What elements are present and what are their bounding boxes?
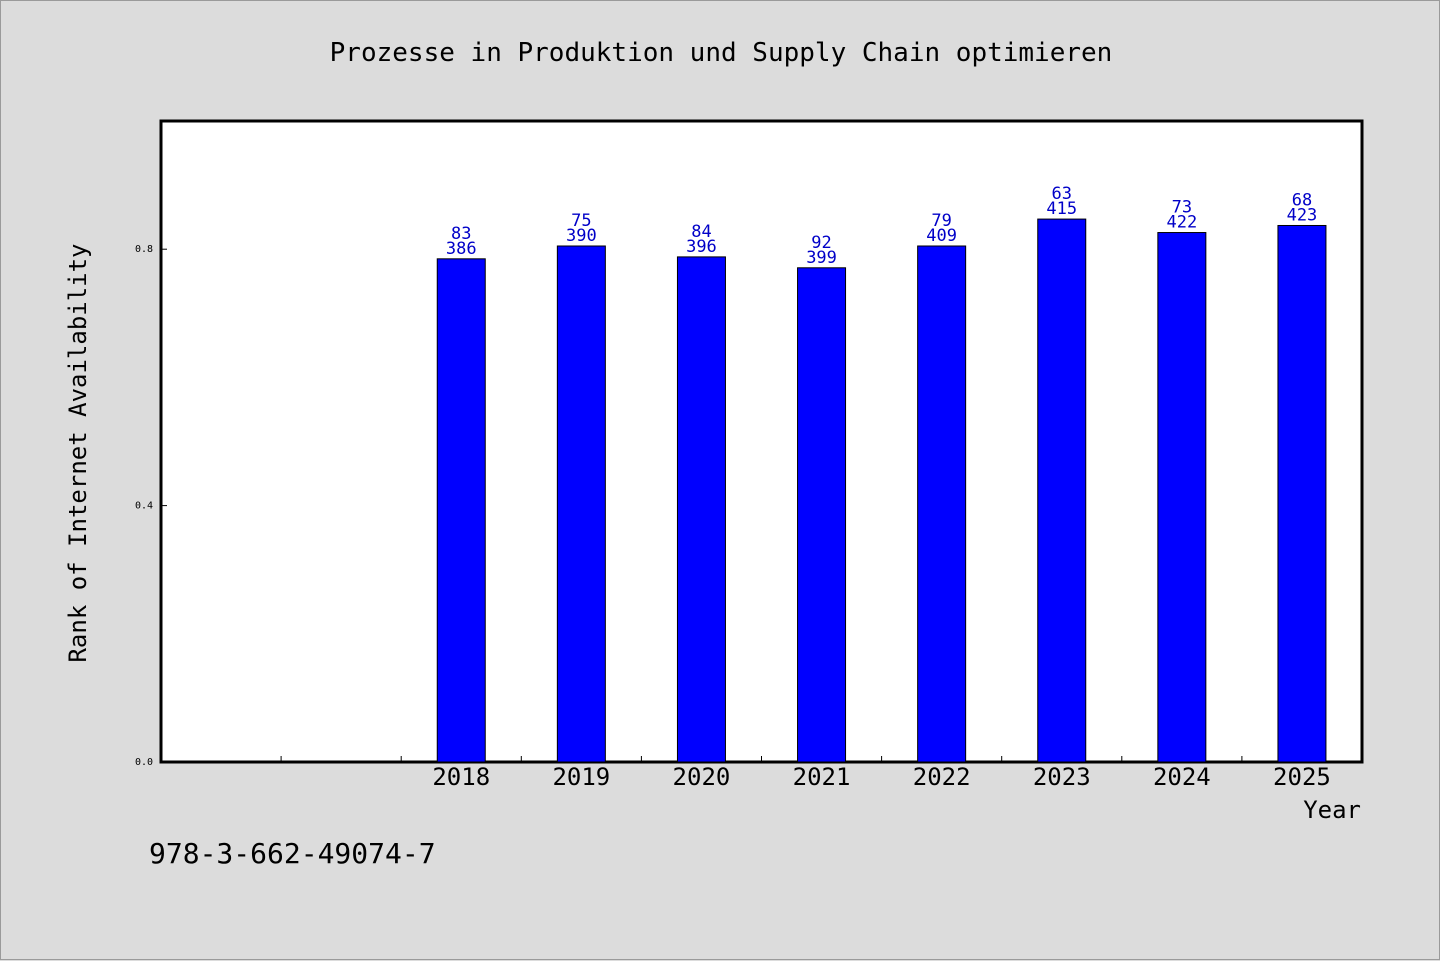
bar-label-top-2019: 75 [571, 211, 591, 231]
x-tick-label: 2019 [552, 763, 610, 791]
x-tick-label: 2020 [673, 763, 731, 791]
bar-label-top-2024: 73 [1172, 198, 1192, 218]
x-tick-label: 2022 [913, 763, 971, 791]
x-tick-label: 2024 [1153, 763, 1211, 791]
y-tick-label: 0.8 [135, 244, 153, 255]
bar-2018 [436, 258, 486, 763]
bar-label-bottom-2025: 423 [1287, 205, 1318, 225]
bar-label-bottom-2020: 396 [686, 237, 717, 257]
y-axis-ticks: 0.0 0.4 0.8 [135, 244, 167, 768]
bar-label-bottom-2023: 415 [1046, 199, 1077, 219]
bar-2019 [556, 245, 606, 763]
x-tick-label: 2025 [1273, 763, 1331, 791]
bar-label-bottom-2024: 422 [1166, 213, 1197, 233]
bar-2023 [1037, 218, 1087, 763]
bar-label-top-2022: 79 [931, 211, 951, 231]
x-axis-ticks: 2018 2019 2020 2021 2022 2023 2024 2025 [280, 756, 1331, 791]
y-axis-label: Rank of Internet Availability [64, 243, 92, 662]
bar-2021 [797, 267, 847, 763]
chart-title: Prozesse in Produktion und Supply Chain … [330, 38, 1113, 68]
x-tick-label: 2021 [793, 763, 851, 791]
x-tick-label: 2023 [1033, 763, 1091, 791]
bar-label-bottom-2019: 390 [566, 226, 597, 246]
bar-label-top-2025: 68 [1292, 190, 1312, 210]
y-tick-label: 0.0 [135, 757, 153, 768]
bar-label-top-2020: 84 [691, 222, 711, 242]
bar-label-top-2018: 83 [451, 224, 471, 244]
isbn-text: 978-3-662-49074-7 [149, 837, 436, 870]
bar-label-bottom-2022: 409 [926, 226, 957, 246]
x-tick-label: 2018 [432, 763, 490, 791]
bar-label-top-2023: 63 [1052, 184, 1072, 204]
bar-2020 [676, 256, 726, 763]
bar-label-top-2021: 92 [811, 233, 831, 253]
x-axis-label: Year [1303, 796, 1361, 824]
y-tick-label: 0.4 [135, 501, 153, 512]
bar-2024 [1157, 232, 1207, 763]
bar-label-bottom-2021: 399 [806, 248, 837, 268]
bar-2022 [917, 245, 967, 763]
bar-label-bottom-2018: 386 [446, 239, 477, 259]
bar-2025 [1277, 224, 1327, 763]
